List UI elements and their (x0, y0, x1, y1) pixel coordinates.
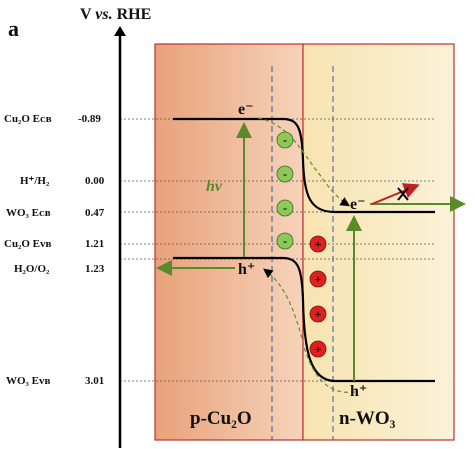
axis-title: V vs. RHE (80, 6, 151, 24)
negative-charge: - (276, 131, 294, 149)
axis-title-prefix: V (80, 6, 92, 23)
region-label-n-wo3: n-WO₃ (339, 408, 396, 429)
axis-title-suffix: RHE (116, 6, 152, 23)
photon-energy-label: hv (206, 178, 222, 195)
level-value-wo3-ecb: 0.47 (85, 207, 105, 219)
svg-text:+: + (315, 342, 322, 356)
level-label-cu2o-evb: Cu₂O Eᴠʙ (4, 238, 52, 250)
level-label-wo3-ecb: WO₃ Eᴄʙ (6, 207, 51, 219)
svg-text:-: - (283, 167, 287, 181)
positive-charge: + (309, 235, 327, 253)
level-value-h2o-o2: 1.23 (85, 263, 105, 275)
blocked-cross-icon (397, 187, 409, 201)
axis-title-vs: vs. (95, 6, 113, 23)
n-wo3-region (302, 43, 455, 441)
svg-text:-: - (283, 133, 287, 147)
electron-label-wo3: e⁻ (350, 196, 366, 213)
panel-label: a (8, 16, 19, 41)
level-label-h-h2: H⁺/H₂ (20, 175, 50, 187)
hole-transfer-path (263, 268, 356, 393)
level-value-wo3-evb: 3.01 (85, 375, 105, 387)
conduction-band-edge (173, 117, 435, 214)
svg-text:-: - (283, 201, 287, 215)
positive-charge: + (309, 305, 327, 323)
svg-text:+: + (315, 307, 322, 321)
svg-text:-: - (283, 234, 287, 248)
energy-axis-arrowhead (114, 26, 126, 36)
positive-charge: + (309, 270, 327, 288)
region-label-p-cu2o: p-Cu₂O (190, 408, 252, 429)
electron-label-cu2o: e⁻ (238, 101, 254, 118)
hole-label-cu2o: h⁺ (238, 261, 256, 278)
negative-charge: - (276, 232, 294, 250)
level-value-cu2o-evb: 1.21 (85, 238, 105, 250)
level-label-h2o-o2: H₂O/O₂ (14, 263, 50, 275)
level-value-cu2o-ecb: -0.89 (78, 113, 101, 125)
hole-label-wo3: h⁺ (350, 383, 368, 400)
negative-charge: - (276, 199, 294, 217)
blocked-transfer-arrow (371, 183, 420, 205)
level-label-wo3-evb: WO₃ Eᴠʙ (6, 375, 51, 387)
level-label-cu2o-ecb: Cu₂O Eᴄʙ (4, 113, 52, 125)
svg-text:+: + (315, 237, 322, 251)
positive-charge: + (309, 340, 327, 358)
electron-transfer-path (257, 117, 351, 207)
valence-band-edge (173, 256, 435, 383)
svg-text:+: + (315, 272, 322, 286)
level-value-h-h2: 0.00 (85, 175, 105, 187)
negative-charge: - (276, 165, 294, 183)
